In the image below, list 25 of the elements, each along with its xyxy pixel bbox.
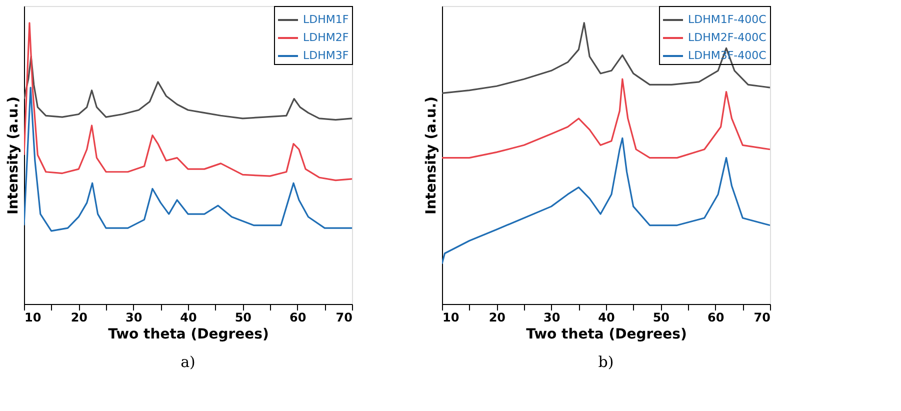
- legend-label: LDHM2F-400C: [688, 31, 767, 44]
- x-tick-label: 70: [754, 310, 770, 324]
- legend-label: LDHM2F: [303, 31, 349, 44]
- x-tick-label: 30: [125, 310, 142, 324]
- x-tick-label: 40: [180, 310, 197, 324]
- text: a): [180, 353, 196, 371]
- legend-label: LDHM3F: [303, 49, 349, 62]
- x-tick-label: 50: [234, 310, 252, 324]
- x-tick-label: 70: [336, 310, 352, 324]
- legend-label: LDHM1F-400C: [688, 13, 767, 26]
- y-axis-title: Intensity (a.u.): [424, 96, 440, 215]
- text: b): [598, 353, 614, 371]
- x-tick-label: 20: [70, 310, 88, 324]
- x-axis-title: Two theta (Degrees): [108, 326, 269, 342]
- legend-label: LDHM1F: [303, 13, 349, 26]
- x-tick-label: 60: [707, 310, 724, 324]
- x-tick-label: 30: [543, 310, 560, 324]
- x-axis-title: Two theta (Degrees): [526, 326, 687, 342]
- x-tick-label: 10: [24, 310, 42, 324]
- x-tick-label: 40: [598, 310, 615, 324]
- y-axis-title: Intensity (a.u.): [6, 96, 22, 215]
- x-tick-label: 50: [652, 310, 670, 324]
- x-tick-label: 10: [442, 310, 460, 324]
- x-tick-label: 60: [289, 310, 306, 324]
- x-tick-label: 20: [488, 310, 506, 324]
